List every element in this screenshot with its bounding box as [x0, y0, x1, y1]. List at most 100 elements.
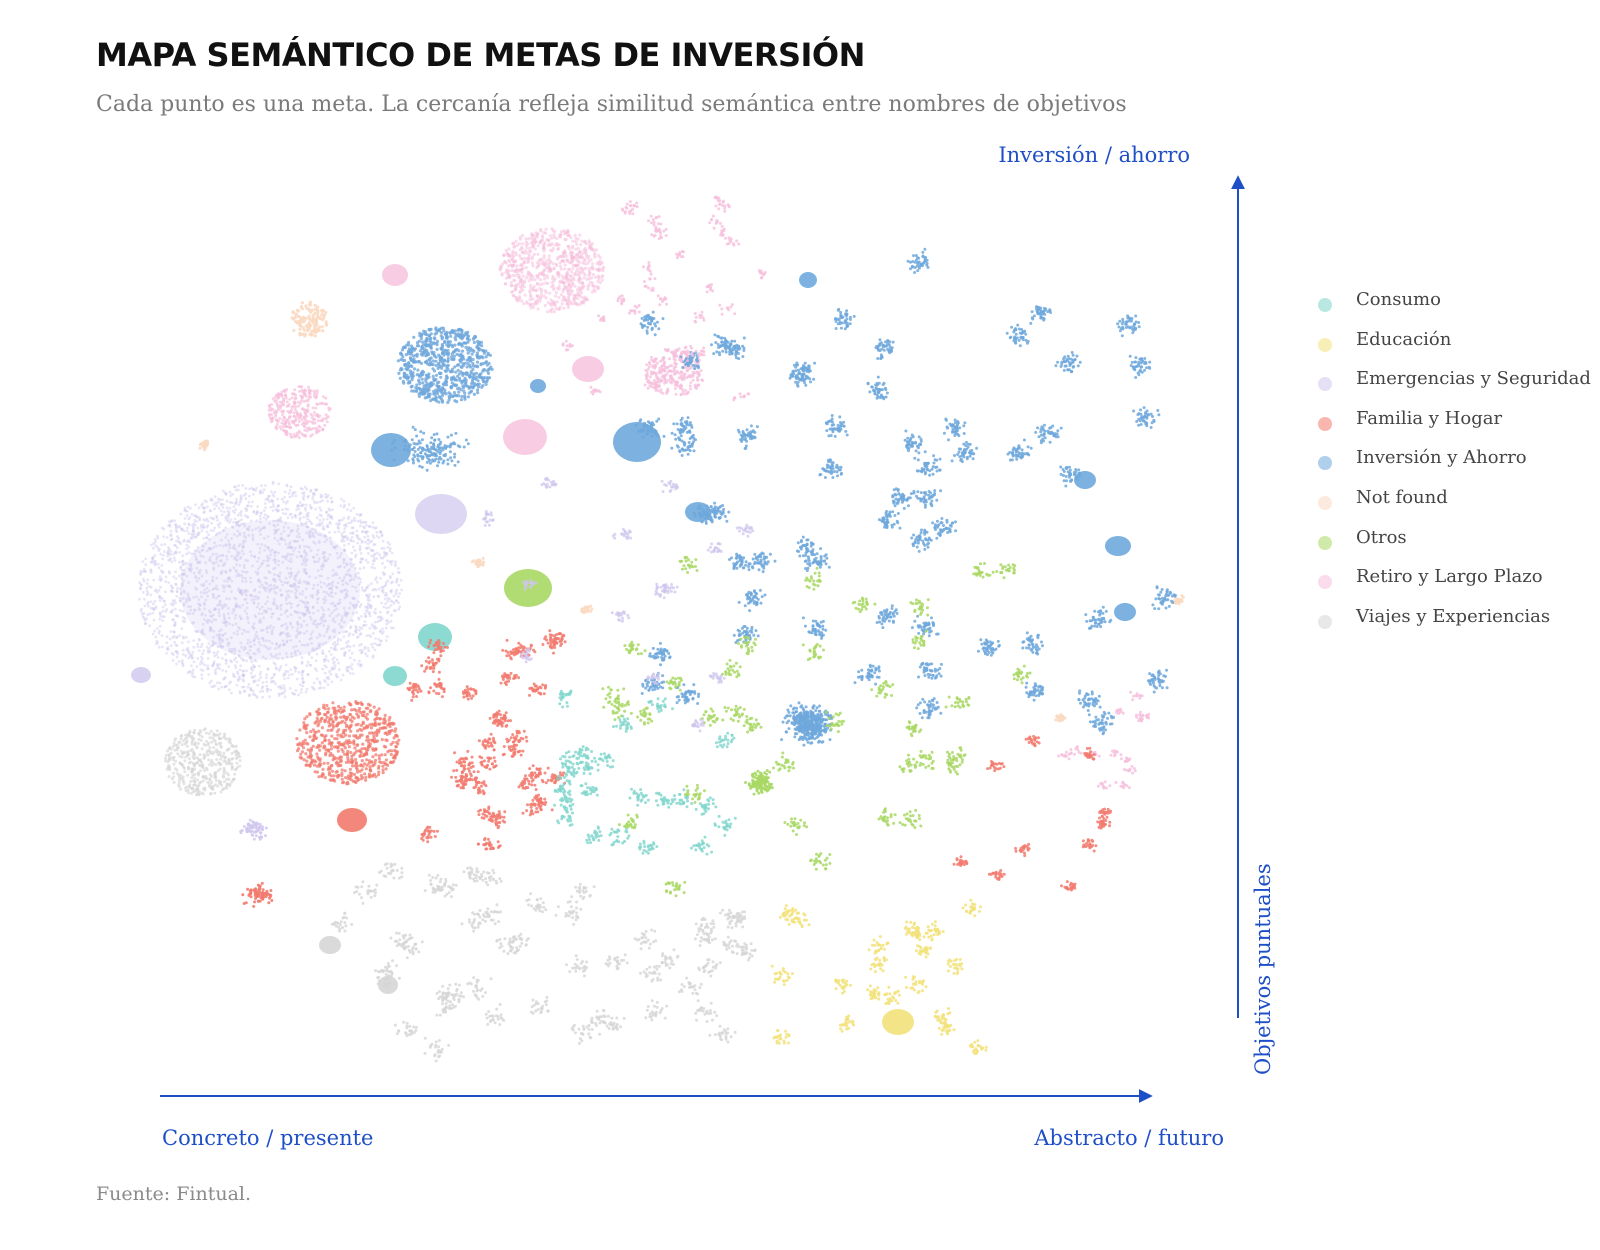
data-point: [215, 652, 219, 656]
data-point: [398, 605, 402, 609]
data-point: [298, 741, 302, 745]
data-point: [386, 559, 389, 563]
data-point: [360, 642, 363, 646]
data-point: [219, 737, 223, 741]
data-point: [329, 496, 333, 500]
data-point: [517, 296, 522, 300]
data-point: [408, 381, 412, 385]
data-point: [310, 685, 314, 689]
data-point: [267, 494, 270, 498]
data-point: [434, 326, 438, 330]
data-point: [601, 269, 605, 273]
data-point: [270, 632, 274, 636]
data-point: [205, 530, 209, 534]
data-point: [213, 670, 217, 674]
data-point: [439, 375, 443, 379]
data-point: [379, 639, 383, 643]
data-point: [285, 609, 289, 612]
data-point: [156, 590, 159, 594]
data-point: [585, 277, 589, 281]
data-point: [174, 550, 178, 553]
data-point: [228, 647, 232, 651]
data-point: [286, 499, 289, 503]
data-point: [298, 728, 302, 732]
data-point: [254, 512, 258, 516]
data-point: [327, 636, 331, 640]
data-point: [156, 536, 160, 540]
data-point: [262, 509, 266, 512]
data-point: [151, 556, 154, 560]
data-point: [181, 662, 185, 666]
data-point: [329, 774, 334, 778]
data-point: [352, 772, 357, 777]
data-point: [392, 736, 396, 740]
data-point: [193, 776, 197, 780]
data-point: [279, 684, 282, 688]
data-point: [182, 739, 185, 743]
data-point: [258, 490, 262, 494]
data-point: [187, 581, 191, 584]
data-point: [323, 712, 327, 717]
data-point: [308, 535, 312, 539]
data-point: [567, 267, 571, 271]
data-point: [204, 542, 207, 546]
data-point: [300, 656, 304, 659]
data-point: [145, 617, 148, 621]
data-point: [429, 327, 433, 331]
data-point: [302, 600, 306, 604]
data-point: [379, 616, 383, 619]
data-point: [247, 533, 251, 537]
data-point: [563, 237, 567, 241]
data-point: [278, 517, 282, 521]
data-point: [205, 536, 208, 540]
data-point: [151, 559, 155, 562]
data-point: [342, 780, 346, 784]
data-point: [366, 542, 370, 546]
data-point: [268, 695, 271, 699]
data-point: [437, 380, 441, 384]
data-point: [189, 605, 193, 609]
data-point: [250, 486, 254, 490]
data-point: [153, 629, 157, 633]
data-point: [193, 728, 196, 732]
data-point: [318, 682, 322, 686]
data-point: [342, 505, 346, 509]
data-point: [155, 639, 159, 643]
data-point: [203, 588, 207, 592]
data-point: [350, 764, 355, 768]
data-point: [294, 587, 297, 591]
data-point: [415, 354, 419, 358]
data-point: [166, 646, 170, 649]
data-point: [311, 492, 315, 495]
data-point: [542, 268, 546, 272]
data-point: [419, 372, 423, 376]
data-point: [371, 525, 375, 529]
data-point: [248, 487, 252, 491]
data-point: [142, 580, 146, 583]
data-point: [343, 549, 347, 553]
data-point: [366, 534, 370, 538]
data-point: [318, 518, 322, 522]
data-point: [291, 673, 294, 676]
data-point: [354, 624, 358, 628]
data-point: [187, 522, 191, 526]
data-point: [372, 543, 376, 547]
data-point: [549, 248, 553, 252]
data-point: [280, 624, 283, 628]
data-point: [427, 393, 431, 397]
data-point: [328, 670, 331, 674]
data-point: [354, 553, 358, 557]
data-point: [228, 762, 232, 766]
data-point: [149, 560, 153, 564]
data-point: [366, 610, 369, 613]
data-point: [475, 375, 479, 379]
data-point: [557, 295, 561, 300]
data-point: [457, 349, 461, 353]
data-point: [351, 611, 355, 615]
data-point: [327, 707, 331, 711]
data-point: [162, 599, 166, 603]
data-point: [418, 391, 423, 395]
data-point: [242, 673, 246, 676]
data-point: [334, 745, 339, 749]
data-point: [198, 603, 202, 607]
